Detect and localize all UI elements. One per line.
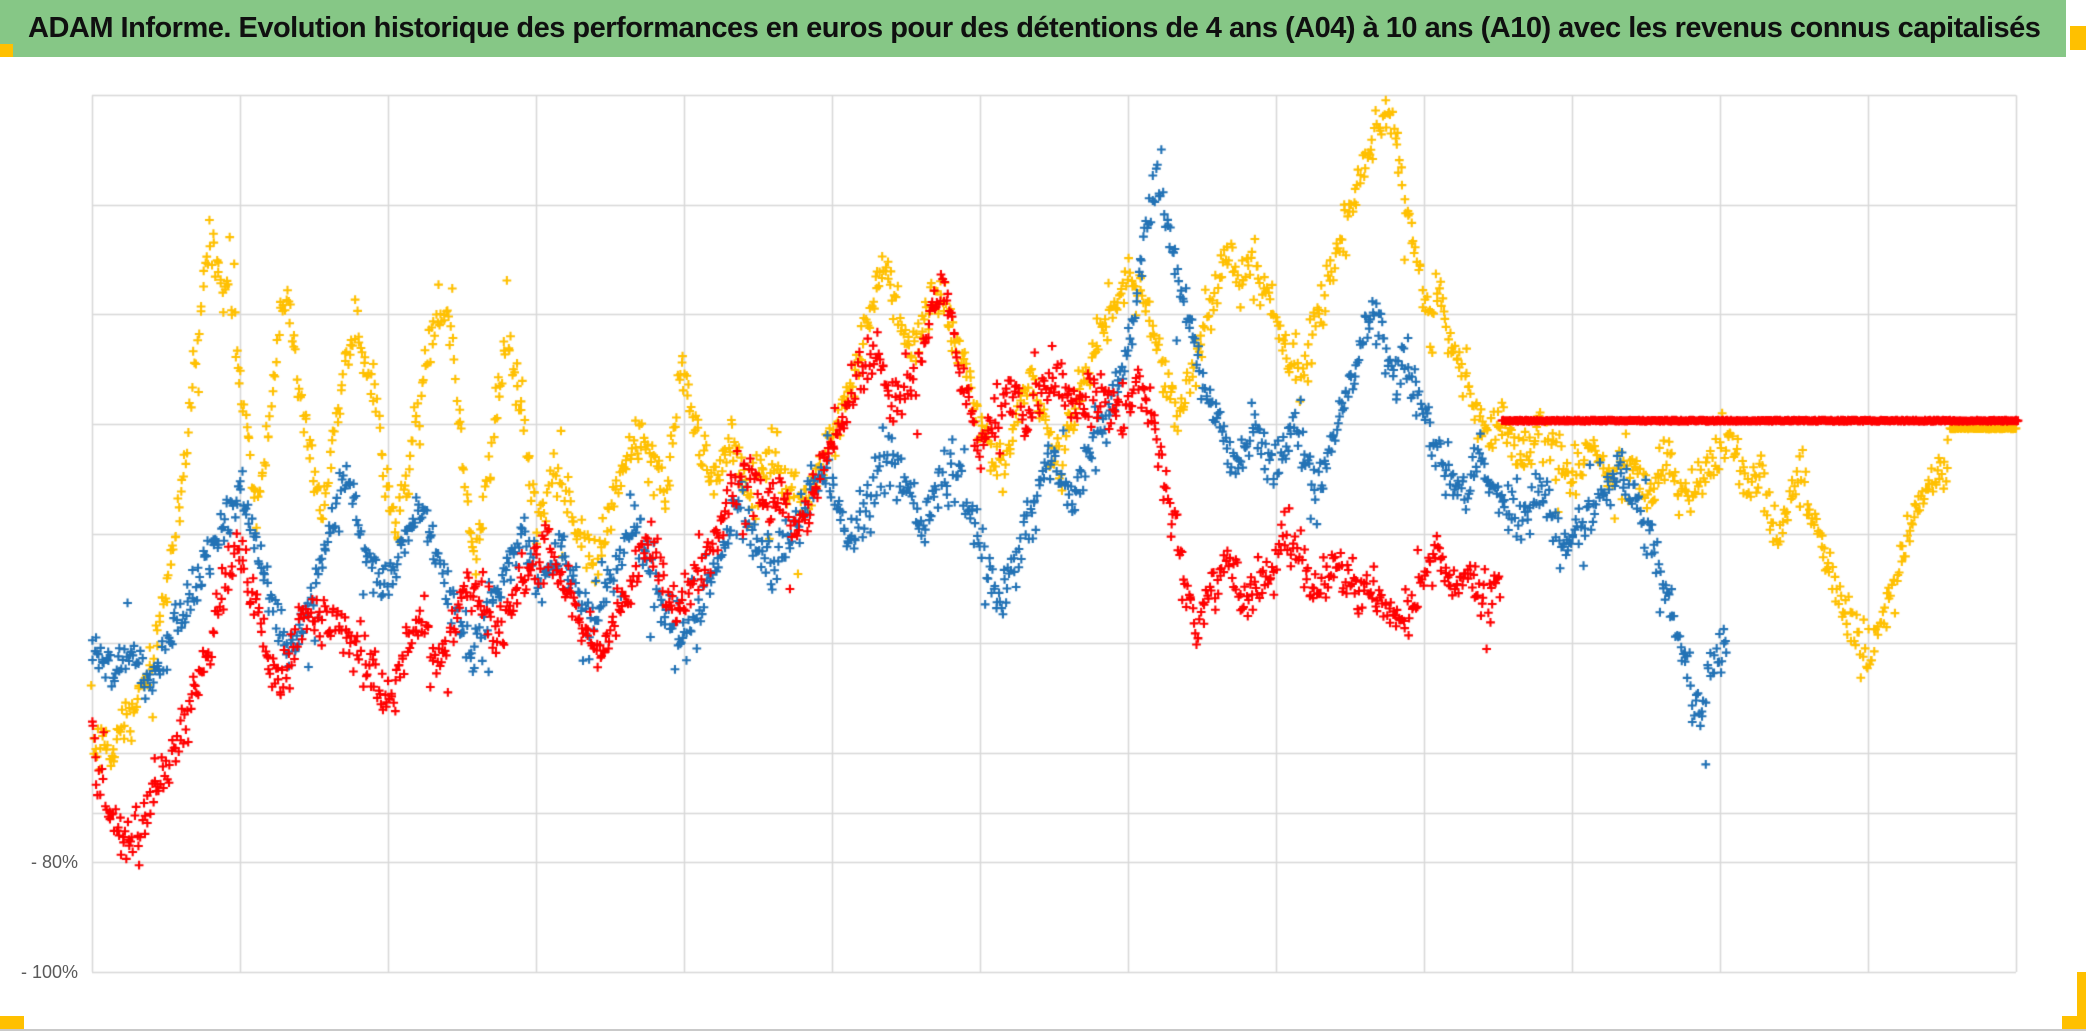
accent-top-right [2070, 26, 2086, 50]
accent-bottom-right-foot [2062, 1016, 2086, 1031]
y-axis-label-minus-100: - 100% [20, 962, 78, 982]
y-axis-label-minus-80: - 80% [30, 852, 78, 872]
page-title: ADAM Informe. Evolution historique des p… [28, 12, 2041, 44]
accent-bottom-left [0, 1016, 24, 1031]
title-bar: ADAM Informe. Evolution historique des p… [0, 0, 2066, 57]
window-bottom-edge [0, 1029, 2086, 1031]
accent-top-left [0, 44, 13, 57]
accent-bottom-right-vertical [2077, 972, 2086, 1031]
